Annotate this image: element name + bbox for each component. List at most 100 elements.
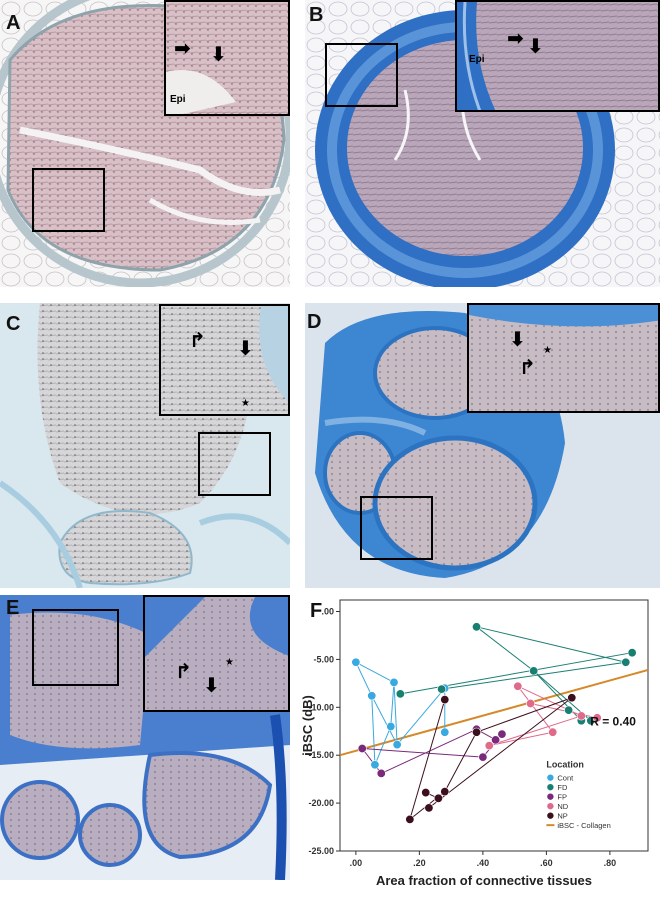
panel-a: A ➡ ⬇ Epi bbox=[0, 0, 290, 287]
data-point-nd bbox=[526, 698, 536, 708]
series-connector-fd bbox=[476, 626, 626, 663]
arrow-down-icon: ⬇ bbox=[210, 42, 227, 66]
data-point-nd bbox=[513, 681, 523, 691]
arrow-right-icon: ➡ bbox=[174, 36, 191, 60]
x-tick-label: .80 bbox=[604, 858, 617, 868]
data-point-np bbox=[440, 787, 450, 797]
data-point-fp bbox=[491, 735, 501, 745]
legend-marker-fd bbox=[547, 783, 554, 791]
panel-c-inset: ↱ ⬇ ★ bbox=[159, 304, 290, 416]
data-point-np bbox=[424, 803, 434, 813]
data-point-nd bbox=[548, 727, 558, 737]
data-point-fp bbox=[376, 768, 386, 778]
data-point-np bbox=[421, 788, 431, 798]
series-connector-nd bbox=[517, 685, 554, 733]
data-point-np bbox=[567, 693, 577, 703]
series-connector-np bbox=[476, 697, 572, 733]
data-point-fd bbox=[437, 684, 447, 694]
panel-a-region-box bbox=[32, 168, 105, 232]
data-point-nd bbox=[592, 713, 602, 723]
curved-arrow-icon: ↱ bbox=[189, 328, 206, 352]
series-connector-cont bbox=[393, 682, 398, 745]
panel-d-label: D bbox=[307, 311, 322, 333]
curved-arrow-icon: ↱ bbox=[519, 355, 536, 379]
panel-a-inset-texture bbox=[166, 2, 288, 114]
x-tick-label: .00 bbox=[350, 858, 363, 868]
data-point-fp bbox=[357, 743, 367, 753]
panel-b-label: B bbox=[309, 4, 324, 26]
panel-f-label: F bbox=[310, 600, 323, 622]
legend-marker-np bbox=[547, 812, 554, 819]
y-tick-label: .00 bbox=[321, 606, 334, 616]
panel-a-inset: ➡ ⬇ Epi bbox=[164, 0, 290, 116]
data-point-fp bbox=[497, 729, 507, 739]
y-tick-label: -15.00 bbox=[308, 750, 334, 760]
data-point-fd bbox=[564, 705, 574, 715]
y-tick-label: -20.00 bbox=[308, 798, 334, 808]
data-point-np bbox=[433, 793, 443, 803]
legend-entry-np: NP bbox=[557, 812, 567, 821]
arrow-down-icon: ⬇ bbox=[527, 34, 544, 58]
data-point-np bbox=[472, 727, 482, 737]
panel-b-inset: ➡ ⬇ Epi bbox=[455, 0, 660, 112]
x-tick-label: .20 bbox=[413, 858, 426, 868]
data-point-fd bbox=[395, 689, 405, 699]
panel-c-region-box bbox=[198, 432, 271, 496]
panel-c-inset-texture bbox=[161, 306, 288, 414]
data-point-fd bbox=[472, 622, 482, 632]
series-connector-fp bbox=[362, 747, 483, 758]
series-connector-fd bbox=[441, 661, 626, 690]
series-connector-fp bbox=[381, 728, 477, 774]
data-point-fd bbox=[621, 657, 631, 667]
panel-e: E ↱ ⬇ ★ bbox=[0, 595, 290, 880]
panel-a-label: A bbox=[6, 12, 21, 34]
series-connector-cont bbox=[374, 726, 392, 765]
legend-entry-nd: ND bbox=[557, 802, 568, 811]
legend-marker-fp bbox=[547, 793, 554, 800]
data-point-np bbox=[440, 695, 450, 705]
data-point-np bbox=[405, 814, 415, 824]
data-point-fp bbox=[478, 752, 488, 762]
series-connector-fp bbox=[361, 748, 382, 774]
series-connector-nd bbox=[489, 731, 553, 747]
curved-arrow-icon: ↱ bbox=[175, 659, 192, 683]
data-point-cont bbox=[386, 721, 396, 731]
correlation-annotation: R = 0.40 bbox=[590, 715, 636, 729]
arrow-down-icon: ⬇ bbox=[237, 336, 254, 360]
panel-b-inset-texture bbox=[457, 2, 658, 110]
data-point-cont bbox=[370, 760, 380, 770]
legend-marker-nd bbox=[547, 802, 554, 810]
y-tick-label: -25.00 bbox=[308, 846, 334, 856]
panel-d-inset: ⬇ ↱ ★ bbox=[467, 303, 660, 413]
panel-e-label: E bbox=[6, 597, 20, 619]
series-connector-cont bbox=[371, 695, 398, 745]
series-connector-cont bbox=[355, 662, 373, 697]
panel-d-inset-texture bbox=[469, 305, 658, 411]
panel-c: C ↱ ⬇ ★ bbox=[0, 303, 290, 588]
series-connector-cont bbox=[396, 687, 446, 745]
panel-a-epi-label: Epi bbox=[170, 94, 186, 105]
data-point-fd bbox=[627, 648, 637, 658]
x-tick-label: .60 bbox=[540, 858, 553, 868]
data-point-cont bbox=[351, 657, 361, 667]
panel-b-region-box bbox=[325, 43, 398, 107]
data-point-nd bbox=[484, 741, 494, 751]
data-point-cont bbox=[367, 691, 377, 701]
legend-title: Location bbox=[546, 760, 584, 770]
series-connector-nd bbox=[530, 702, 598, 719]
series-connector-cont bbox=[355, 661, 395, 683]
fit-line bbox=[339, 668, 649, 757]
series-connector-np bbox=[409, 699, 446, 820]
x-axis-label: Area fraction of connective tissues bbox=[376, 873, 592, 888]
data-point-cont bbox=[392, 740, 402, 750]
panel-d: D ⬇ ↱ ★ bbox=[305, 303, 660, 588]
y-axis-label: iBSC (dB) bbox=[300, 695, 315, 756]
panel-b-epi-label: Epi bbox=[469, 54, 485, 65]
star-marker-icon: ★ bbox=[543, 345, 552, 356]
panel-e-inset: ↱ ⬇ ★ bbox=[143, 595, 290, 712]
y-tick-label: -5.00 bbox=[313, 654, 334, 664]
data-point-fd bbox=[529, 666, 539, 676]
panel-d-region-box bbox=[360, 496, 433, 560]
legend-entry-fit-line: iBSC - Collagen bbox=[557, 821, 610, 830]
arrow-right-icon: ➡ bbox=[507, 26, 524, 50]
